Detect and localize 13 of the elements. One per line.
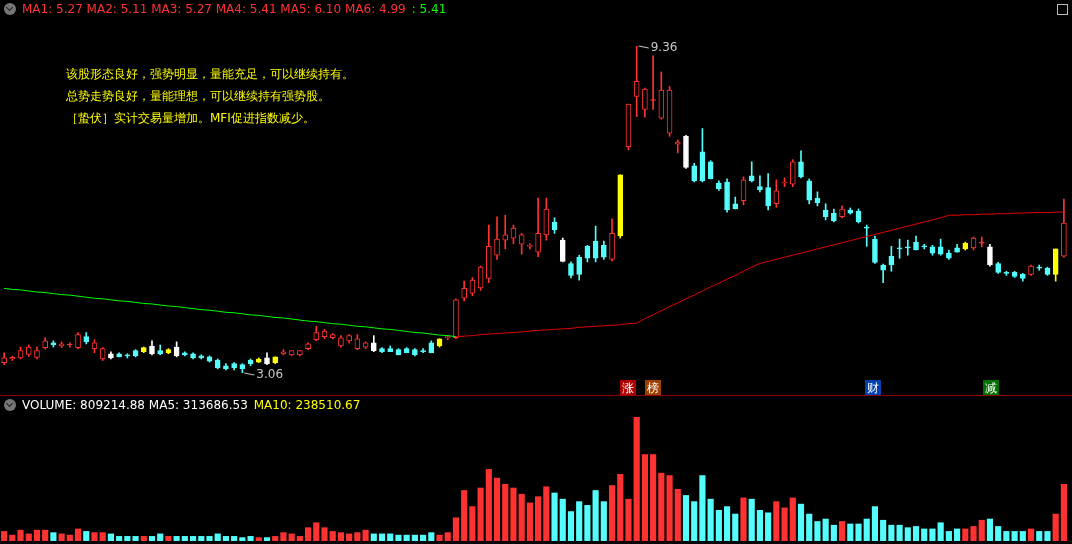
text: 涨 [620,380,636,396]
annotation: 总势走势良好，量能理想，可以继续持有强势股。 [66,88,330,105]
text: 榜 [645,380,661,396]
chart-subtitle: MA10: 238510.67 [253,398,361,412]
annotation: ［蛰伏］实计交易量增加。MFI促进指数减少。 [66,110,315,127]
chart-title: VOLUME: 809214.88 MA5: 313686.53 [22,398,248,412]
chart-title: MA1: 5.27 MA2: 5.11 MA3: 5.27 MA4: 5.41 MA5: 6.10 MA6: 4.99 [22,2,406,16]
chart-subtitle: : 5.41 [411,2,447,16]
annotation: 3.06 [256,367,284,382]
text: 财 [865,380,881,396]
annotation: 该股形态良好，强势明显，量能充足，可以继续持有。 [66,66,354,83]
annotation: 9.36 [650,40,678,55]
text: 减 [983,380,999,396]
